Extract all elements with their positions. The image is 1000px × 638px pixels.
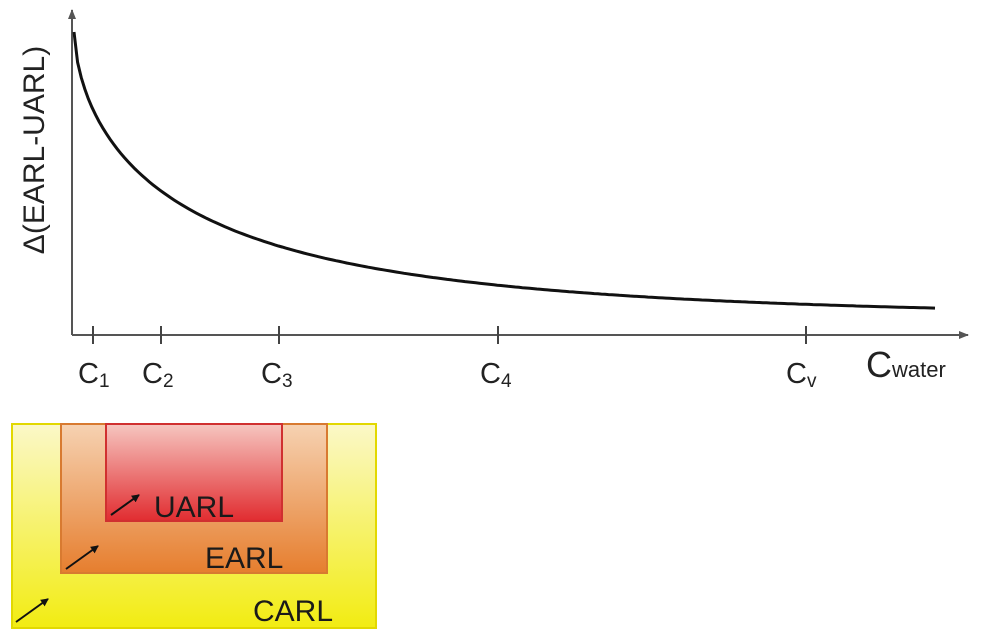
uarl-label: UARL (154, 491, 234, 524)
x-axis-title: Cwater (866, 344, 946, 385)
carl-label: CARL (253, 595, 333, 628)
x-ticks (92, 326, 807, 344)
tick-label-c2: C2 (142, 358, 174, 392)
tick-label-cv: Cv (786, 358, 817, 392)
carl-arrow-icon (15, 598, 49, 623)
tick-label-c1: C1 (78, 358, 110, 392)
uarl-arrow-icon (110, 494, 140, 516)
earl-label: EARL (205, 542, 283, 575)
tick-label-c4: C4 (480, 358, 512, 392)
earl-arrow-icon (65, 545, 99, 570)
uarl-box (105, 423, 283, 522)
tick-label-c3: C3 (261, 358, 293, 392)
y-axis-title: Δ(EARL-UARL) (18, 46, 51, 254)
decay-curve (72, 31, 936, 310)
nested-legend: UARL EARL CARL (11, 423, 377, 629)
